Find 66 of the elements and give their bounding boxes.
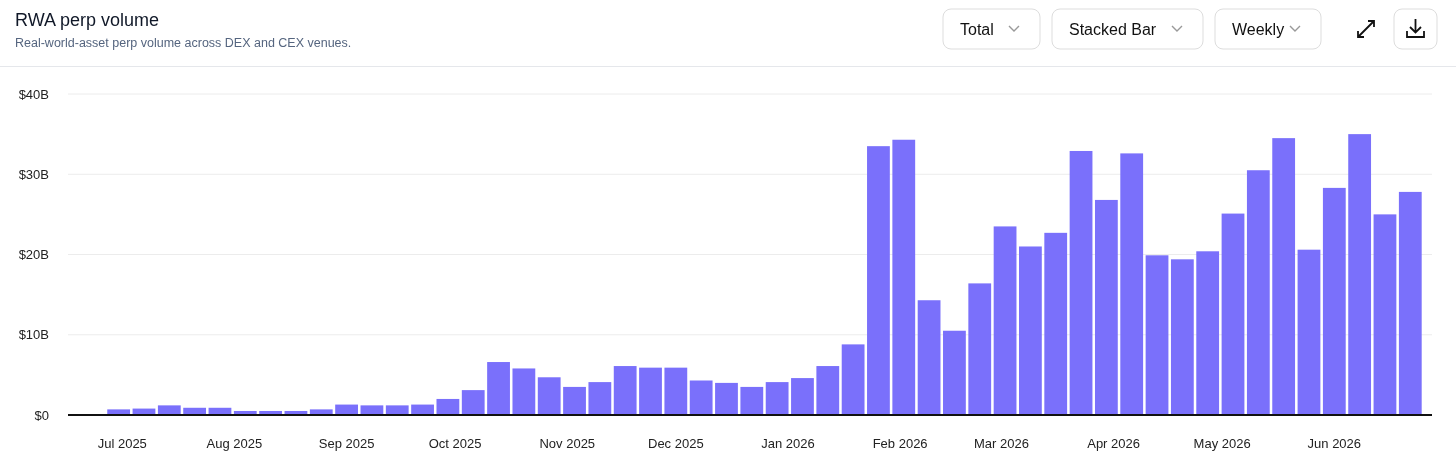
y-tick-label: $20B — [18, 247, 49, 262]
bar — [791, 378, 814, 415]
x-tick-label: Mar 2026 — [973, 436, 1029, 451]
chart-subtitle: Real-world-asset perp volume across DEX and CEX venues. — [15, 36, 352, 50]
dropdown-button: Total — [942, 8, 1041, 50]
bar — [537, 377, 561, 415]
x-tick-label: May 2026 — [1193, 436, 1251, 451]
bar — [993, 226, 1017, 415]
bar — [715, 382, 738, 415]
x-tick-label: Jan 2026 — [761, 436, 815, 451]
bar — [740, 386, 764, 415]
bar — [360, 405, 384, 415]
x-tick-label: Dec 2025 — [648, 436, 704, 451]
bar — [765, 382, 789, 415]
dropdown-button: Stacked Bar — [1051, 8, 1204, 50]
bar — [1246, 170, 1270, 415]
bar — [613, 366, 637, 415]
bar — [892, 139, 916, 415]
x-tick-label: Apr 2026 — [1087, 436, 1140, 451]
bar — [1373, 214, 1397, 415]
bar — [917, 300, 941, 415]
x-tick-label: Oct 2025 — [428, 436, 482, 451]
bar — [1272, 138, 1296, 415]
bar — [867, 146, 890, 415]
bar — [1069, 150, 1093, 415]
bar — [461, 390, 485, 415]
bar — [563, 386, 586, 415]
bar — [385, 405, 409, 415]
bar — [1196, 251, 1220, 415]
bar — [1221, 213, 1245, 415]
y-tick-label: $40B — [18, 86, 49, 102]
bar — [943, 330, 966, 415]
bar — [436, 398, 460, 415]
x-tick-label: Jul 2025 — [97, 436, 147, 451]
bar — [1348, 134, 1372, 415]
bar — [1044, 232, 1068, 415]
bar — [512, 368, 536, 415]
bar — [1019, 246, 1042, 415]
bar — [639, 367, 662, 415]
bar — [1322, 187, 1346, 415]
bar — [1297, 249, 1321, 415]
bar — [689, 380, 713, 415]
y-tick-label: $10B — [18, 327, 49, 343]
bar — [1120, 153, 1144, 415]
bar — [841, 344, 865, 415]
bar — [309, 409, 333, 415]
bar — [157, 405, 181, 415]
dropdown-button: Weekly — [1214, 8, 1322, 50]
x-tick-label: Nov 2025 — [539, 436, 596, 451]
bar — [1094, 199, 1118, 415]
y-tick-label: $30B — [18, 166, 49, 182]
x-tick-label: Sep 2025 — [318, 436, 375, 451]
bar — [664, 367, 688, 415]
x-tick-label: Jun 2026 — [1307, 436, 1362, 451]
bar — [968, 283, 992, 415]
bar — [1145, 255, 1169, 415]
bar — [816, 366, 840, 415]
bar — [107, 409, 131, 415]
bar — [588, 382, 612, 415]
bar — [1170, 259, 1194, 415]
bar — [1398, 191, 1422, 415]
x-tick-label: Feb 2026 — [872, 436, 928, 451]
chart-title: RWA perp volume — [15, 10, 160, 30]
x-tick-label: Aug 2025 — [206, 436, 263, 451]
bar — [487, 362, 510, 415]
y-tick-label: $0 — [34, 407, 49, 423]
